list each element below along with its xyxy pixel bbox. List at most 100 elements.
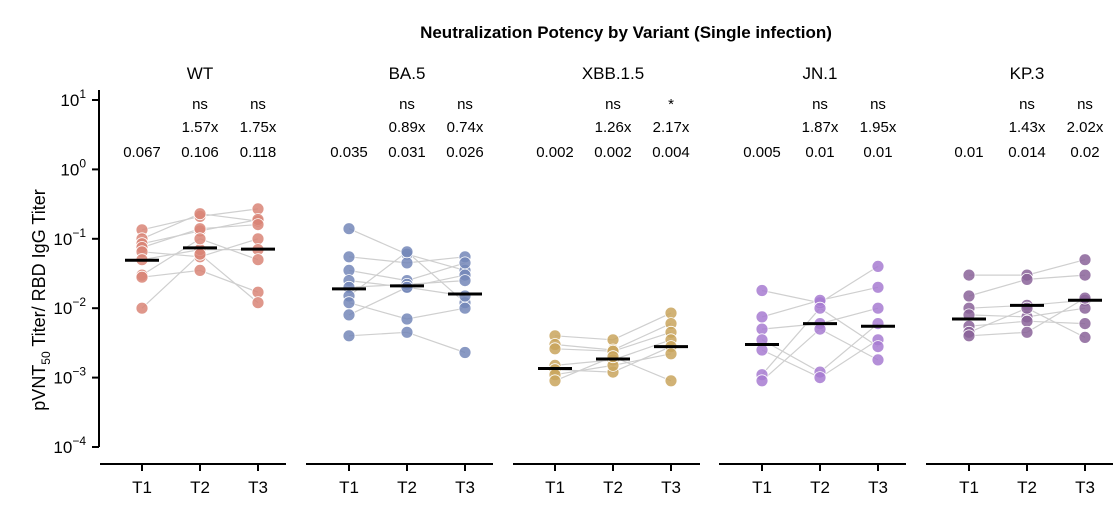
x-tick-label: T3 [248,478,268,497]
panel-title: KP.3 [1010,64,1045,83]
data-point [1020,272,1034,286]
y-axis: 101 100 10−1 10−2 10−3 10−4 [53,87,100,457]
x-tick-label: T3 [868,478,888,497]
median-value-label: 0.031 [388,144,426,161]
data-point [548,342,562,356]
x-tick-label: T3 [1075,478,1095,497]
panel-xbb-1-5: XBB.1.5 T1 T2 T3 0.002 ns 1.26x 0.002 * 2.17x 0.00… [513,64,700,497]
panel-jn-1: JN.1 T1 T2 T3 0.005 ns 1.87x 0.01 ns 1.95x 0.01 [719,64,906,497]
x-tick-label: T1 [752,478,772,497]
fold-change-label: 0.89x [389,119,426,136]
panel-title: XBB.1.5 [582,64,644,83]
data-point [548,374,562,388]
median-value-label: 0.067 [123,144,161,161]
data-point [193,263,207,277]
data-point [1078,268,1092,282]
data-point [193,247,207,261]
data-point [1020,314,1034,328]
fold-change-label: 2.02x [1067,119,1104,136]
fold-change-label: 1.75x [240,119,277,136]
median-value-label: 0.01 [863,144,892,161]
data-point [342,329,356,343]
median-value-label: 0.014 [1008,144,1046,161]
data-point [1020,325,1034,339]
median-value-label: 0.01 [954,144,983,161]
median-value-label: 0.002 [536,144,574,161]
data-point [251,232,265,246]
data-point [813,301,827,315]
significance-label: ns [399,96,415,113]
data-point [135,301,149,315]
data-point [1078,317,1092,331]
data-point [342,296,356,310]
median-value-label: 0.005 [743,144,781,161]
data-point [458,256,472,270]
median-value-label: 0.002 [594,144,632,161]
median-value-label: 0.02 [1070,144,1099,161]
panel-wt: WT T1 T2 T3 0.067 ns 1.57x 0.106 ns 1.75x 0.118 [100,64,286,497]
y-tick-label: 10−4 [53,434,86,457]
data-point [755,310,769,324]
data-point [251,253,265,267]
data-point [755,322,769,336]
x-tick-label: T1 [339,478,359,497]
y-tick-label: 10−1 [53,226,86,249]
data-point [458,289,472,303]
data-point [606,350,620,364]
data-point [664,374,678,388]
fold-change-label: 1.57x [182,119,219,136]
x-tick-label: T1 [959,478,979,497]
data-point [400,245,414,259]
median-value-label: 0.01 [805,144,834,161]
data-point [400,256,414,270]
data-point [1078,330,1092,344]
x-tick-label: T2 [1017,478,1037,497]
x-tick-label: T1 [132,478,152,497]
data-point [664,347,678,361]
y-tick-label: 10−3 [53,365,86,388]
significance-label: * [668,96,674,113]
x-tick-label: T2 [397,478,417,497]
y-axis-label: pVNT50 Titer/ RBD IgG Titer [29,189,53,410]
data-point [962,329,976,343]
data-point [1078,253,1092,267]
fold-change-label: 0.74x [447,119,484,136]
x-tick-label: T1 [545,478,565,497]
data-point [400,312,414,326]
median-value-label: 0.035 [330,144,368,161]
significance-label: ns [812,96,828,113]
significance-label: ns [1077,96,1093,113]
significance-label: ns [1019,96,1035,113]
data-point [251,296,265,310]
data-point [755,374,769,388]
data-point [251,202,265,216]
median-value-label: 0.118 [240,144,276,161]
panel-title: JN.1 [803,64,838,83]
significance-label: ns [457,96,473,113]
data-point [871,340,885,354]
data-point [962,268,976,282]
median-value-label: 0.106 [181,144,219,161]
median-value-label: 0.004 [652,144,690,161]
panel-kp-3: KP.3 T1 T2 T3 0.01 ns 1.43x 0.014 ns 2.02x 0.02 [926,64,1113,497]
panel-title: BA.5 [389,64,426,83]
x-tick-label: T3 [661,478,681,497]
data-point [193,232,207,246]
data-point [871,317,885,331]
data-point [458,346,472,359]
fold-change-label: 1.95x [860,119,897,136]
y-tick-label: 100 [60,156,86,179]
y-tick-label: 101 [60,87,86,110]
panels: WT T1 T2 T3 0.067 ns 1.57x 0.106 ns 1.75x 0.118 BA.… [100,64,1113,497]
data-point [193,207,207,221]
data-point [400,325,414,339]
median-value-label: 0.026 [446,144,484,161]
data-point [871,280,885,294]
data-point [871,301,885,315]
data-point [1078,291,1092,305]
x-tick-label: T2 [603,478,623,497]
data-point [342,250,356,264]
chart-title: Neutralization Potency by Variant (Singl… [420,23,832,42]
fold-change-label: 1.43x [1009,119,1046,136]
